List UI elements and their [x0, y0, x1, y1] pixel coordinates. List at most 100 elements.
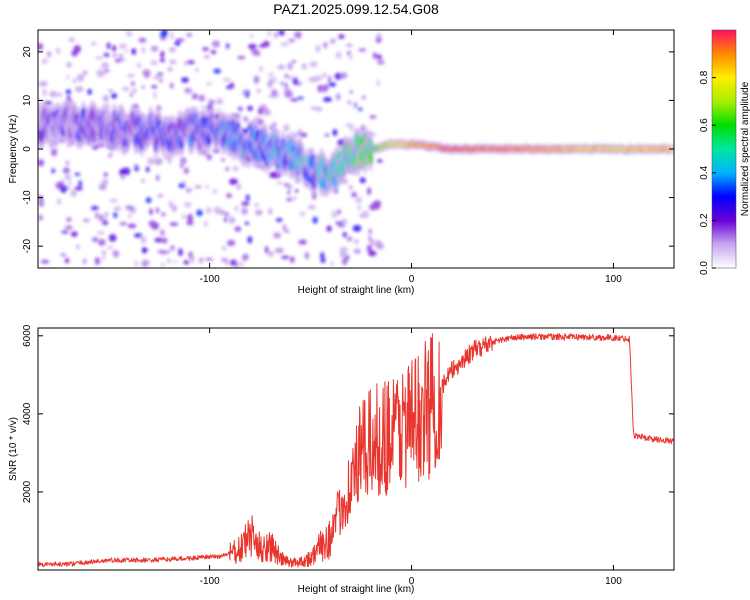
- spectrogram-blob: [78, 180, 82, 188]
- spectrogram-blob: [189, 255, 195, 263]
- spectrogram-blob: [157, 193, 164, 198]
- spectrogram-blob: [243, 253, 249, 260]
- spectrogram-blob: [186, 219, 194, 226]
- x-tick-label: 0: [409, 274, 415, 285]
- spectrogram-blob: [290, 256, 295, 263]
- spectrogram-blob: [357, 206, 362, 210]
- spectrogram-blob: [184, 61, 188, 66]
- y-tick-label: -20: [22, 238, 33, 253]
- spectrogram-blob: [182, 179, 186, 185]
- spectrogram-blob: [256, 88, 261, 94]
- spectrogram-blob: [224, 217, 228, 223]
- spectrogram-blob: [265, 246, 269, 254]
- colorbar-label: Normalized spectral amplitude: [740, 81, 750, 216]
- spectrogram-blob: [38, 43, 43, 50]
- spectrogram-blob: [156, 72, 164, 76]
- snr-series-line: [38, 333, 674, 568]
- spectrogram-blob: [47, 51, 52, 58]
- spectrogram-blob: [102, 253, 106, 262]
- spectrogram-blob: [74, 172, 81, 176]
- spectrogram-blob: [347, 100, 352, 105]
- spectrogram-blob: [339, 246, 348, 255]
- spectrogram-blob: [65, 89, 72, 95]
- spectrogram-blob: [284, 82, 288, 88]
- spectrogram-blob: [346, 43, 353, 48]
- spectrogram-blob: [108, 89, 113, 93]
- spectrogram-blob: [145, 166, 150, 173]
- spectrogram-blob: [255, 209, 263, 216]
- spectrogram-blob: [376, 159, 383, 163]
- spectrogram-blob: [237, 55, 246, 60]
- spectrogram-blob: [222, 78, 231, 82]
- x-tick-label: -100: [200, 576, 220, 587]
- spectrogram-blob: [148, 220, 157, 227]
- spectrogram-blob: [290, 98, 299, 102]
- spectrogram-blob: [307, 204, 317, 210]
- spectrogram-blob: [358, 48, 366, 52]
- spectrogram-blob: [38, 199, 44, 207]
- spectrogram-blob: [282, 223, 287, 232]
- spectrogram-blob: [237, 106, 243, 112]
- spectrogram-blob: [127, 223, 137, 229]
- spectrogram-blob: [161, 262, 165, 268]
- spectrogram-blob: [179, 157, 187, 165]
- spectrogram-blob: [55, 181, 64, 190]
- spectrogram-blob: [267, 30, 272, 37]
- colorbar-ticks: 0.0 0.2 0.4 0.6 0.8: [699, 70, 716, 275]
- spectrogram-blob: [72, 78, 77, 84]
- spectrogram-blob: [104, 212, 109, 217]
- spectrogram-blob: [323, 97, 332, 102]
- spectrogram-blob: [66, 62, 72, 68]
- spectrogram-blob: [334, 72, 343, 80]
- spectrogram-blob: [304, 251, 310, 260]
- spectrogram-blob: [348, 185, 353, 191]
- y-tick-label: 6000: [22, 324, 33, 347]
- spectrogram-blob: [57, 198, 62, 205]
- spectrogram-blob: [239, 261, 245, 267]
- y-tick-label: 0: [22, 146, 33, 152]
- spectrogram-blob: [243, 116, 249, 122]
- spectrogram-blob: [284, 90, 293, 98]
- colorbar-tick-label: 0.2: [699, 213, 710, 227]
- spectrogram-blob: [213, 68, 221, 74]
- spectrogram-blob: [338, 34, 345, 39]
- x-tick-label: 100: [605, 274, 622, 285]
- spectrogram-blob: [194, 185, 203, 189]
- spectrogram-blob: [147, 157, 156, 165]
- spectrogram-blob: [38, 80, 48, 87]
- spectrogram-blob: [301, 63, 307, 70]
- spectrogram-blob: [202, 47, 210, 52]
- spectrogram-blob: [274, 31, 278, 39]
- spectrogram-blob: [166, 258, 172, 264]
- spectrogram-blob: [362, 210, 370, 219]
- spectrogram-blob: [250, 34, 254, 38]
- spectrogram-blob: [337, 209, 341, 215]
- spectrogram-blob: [142, 247, 146, 254]
- spectrogram-blob: [205, 206, 212, 214]
- y-tick-label: -10: [22, 190, 33, 205]
- spectrogram-blob: [368, 235, 372, 241]
- spectrogram-blob: [103, 69, 110, 73]
- spectrogram-blob: [108, 234, 117, 242]
- spectrogram-blob: [130, 81, 135, 86]
- spectrogram-blob: [373, 52, 377, 59]
- spectrogram-blob: [73, 45, 81, 53]
- spectrogram-blob: [323, 41, 328, 49]
- spectrogram-blob: [206, 153, 212, 161]
- spectrogram-blob: [113, 211, 118, 219]
- spectrogram-blob: [226, 43, 230, 49]
- spectrogram-blob: [136, 63, 142, 68]
- spectrogram-blob: [292, 196, 298, 200]
- spectrogram-blob: [284, 229, 290, 233]
- spectrogram-blob: [352, 225, 362, 232]
- spectrogram-blob: [236, 183, 242, 190]
- spectrogram-blob: [277, 64, 286, 70]
- spectrogram-blob: [111, 45, 117, 52]
- spectrogram-blob: [268, 207, 273, 216]
- spectrogram-blob: [248, 43, 257, 50]
- spectrogram-blob: [185, 187, 193, 193]
- spectrogram-blob: [198, 94, 206, 102]
- spectrogram-blob: [204, 257, 214, 261]
- spectrogram-blob: [165, 249, 171, 254]
- spectrogram-blob: [151, 85, 158, 89]
